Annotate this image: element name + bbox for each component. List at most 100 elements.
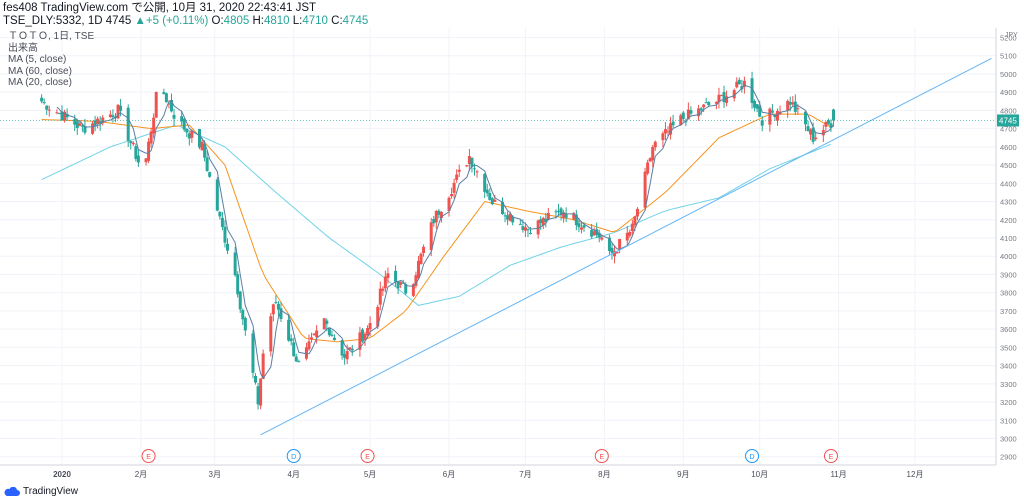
candle	[215, 176, 219, 212]
y-tick-label: 4500	[1000, 161, 1017, 170]
candle	[381, 286, 385, 296]
svg-text:E: E	[599, 454, 604, 461]
candle-body	[541, 218, 545, 226]
candle-body	[824, 121, 828, 127]
candle	[577, 217, 581, 233]
candle-body	[679, 115, 683, 126]
legend-ma5: MA (5, close)	[8, 54, 67, 65]
candle-body	[465, 165, 469, 167]
candle-body	[821, 130, 825, 136]
x-tick-label: 11月	[830, 470, 846, 479]
candle	[760, 116, 764, 132]
candle	[450, 187, 454, 199]
candle	[635, 207, 639, 221]
candle	[579, 221, 583, 234]
tradingview-logo[interactable]: TradingView	[4, 486, 78, 497]
candle-body	[399, 282, 403, 285]
candle	[826, 118, 830, 125]
candle	[809, 128, 813, 141]
candle-body	[557, 210, 561, 212]
ma5-line	[56, 84, 834, 380]
candle	[681, 110, 685, 122]
y-tick-label: 3400	[1000, 362, 1017, 371]
candle-body	[386, 273, 390, 279]
candle-body	[526, 229, 530, 231]
candle-body	[226, 243, 230, 251]
candle-body	[562, 212, 566, 219]
candle-body	[394, 270, 398, 282]
candle-body	[350, 348, 354, 351]
candle	[671, 114, 675, 128]
candle	[546, 207, 550, 221]
candle	[251, 330, 255, 379]
candle-body	[149, 131, 153, 144]
candle-body	[190, 130, 194, 138]
candle-body	[294, 356, 298, 362]
candle-body	[681, 112, 685, 119]
candle-body	[590, 230, 594, 237]
candle	[630, 219, 634, 235]
candle-body	[661, 133, 665, 141]
open-value: 4805	[223, 15, 250, 27]
candle-body	[597, 232, 601, 238]
candle	[684, 118, 688, 127]
candle	[419, 252, 423, 265]
candle	[322, 318, 326, 330]
candle	[394, 265, 398, 287]
candle-body	[187, 133, 191, 139]
candle-body	[78, 123, 82, 126]
candle-body	[472, 168, 476, 170]
candle	[559, 207, 563, 221]
y-tick-label: 4700	[1000, 125, 1017, 134]
candle	[47, 105, 51, 117]
candle-body	[699, 108, 703, 111]
candle-body	[686, 109, 690, 120]
candle-body	[457, 169, 461, 172]
candle-body	[470, 157, 474, 167]
candle-body	[832, 109, 836, 121]
close-value: 4745	[342, 15, 369, 27]
candle	[164, 92, 168, 103]
x-tick-label: 7月	[519, 470, 531, 479]
candle-body	[804, 111, 808, 125]
candle	[666, 126, 670, 137]
candle	[144, 157, 148, 166]
candle-body	[360, 329, 364, 342]
candle-body	[521, 226, 525, 230]
candle	[233, 246, 237, 277]
candle	[607, 234, 611, 255]
candle	[350, 344, 354, 356]
candle	[134, 143, 138, 162]
candle	[256, 382, 260, 410]
y-tick-label: 4900	[1000, 88, 1017, 97]
candle-body	[646, 162, 650, 174]
candle	[147, 138, 151, 164]
candle	[829, 119, 833, 132]
candle-body	[42, 102, 46, 104]
candle-body	[162, 92, 166, 95]
candles	[40, 71, 836, 410]
candle	[717, 87, 721, 109]
candle-body	[80, 125, 84, 127]
candle	[786, 99, 790, 118]
candle-body	[271, 304, 275, 315]
candle-body	[208, 172, 212, 177]
x-tick-label: 3月	[209, 470, 221, 479]
candle	[276, 301, 280, 317]
candle-body	[467, 156, 471, 165]
candle-body	[582, 225, 586, 228]
candle	[536, 219, 540, 239]
candle-body	[279, 308, 283, 319]
candle-body	[732, 90, 736, 99]
candle-body	[57, 113, 61, 115]
candle	[386, 267, 390, 284]
y-tick-label: 4400	[1000, 179, 1017, 188]
candle-body	[307, 341, 311, 350]
candle-body	[493, 199, 497, 202]
candle-body	[236, 274, 240, 295]
candle-body	[348, 347, 352, 350]
candle	[96, 116, 100, 129]
candle-body	[93, 120, 97, 126]
candle-body	[322, 318, 326, 330]
candle-body	[96, 118, 100, 124]
